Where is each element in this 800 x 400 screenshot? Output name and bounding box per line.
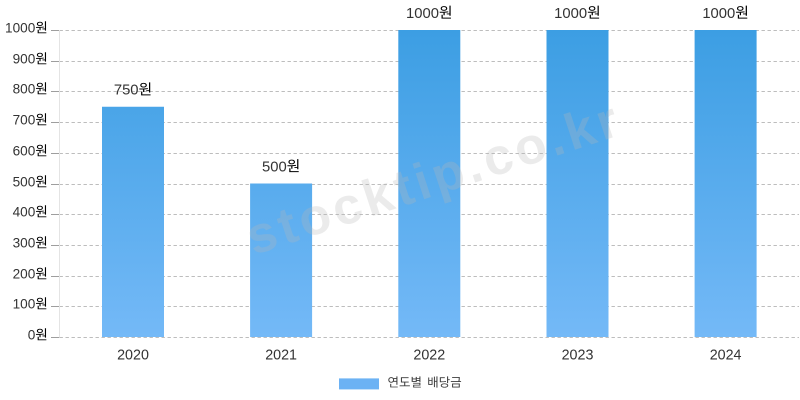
svg-text:1000: 1000 — [5, 21, 36, 36]
svg-text:400: 400 — [13, 205, 36, 220]
svg-text:900: 900 — [13, 52, 36, 67]
svg-text:2023: 2023 — [562, 348, 594, 364]
svg-text:200: 200 — [13, 267, 36, 282]
svg-text:2020: 2020 — [117, 348, 149, 364]
svg-text:1000: 1000 — [406, 6, 439, 22]
svg-text:0: 0 — [28, 328, 36, 343]
svg-text:800: 800 — [13, 82, 36, 97]
svg-text:2022: 2022 — [413, 348, 445, 364]
svg-text:300: 300 — [13, 236, 36, 251]
svg-text:2024: 2024 — [710, 348, 742, 364]
svg-text:500: 500 — [262, 159, 287, 175]
svg-text:100: 100 — [13, 297, 36, 312]
svg-text:1000: 1000 — [702, 6, 735, 22]
svg-text:500: 500 — [13, 175, 36, 190]
svg-text:600: 600 — [13, 144, 36, 159]
svg-text:1000: 1000 — [554, 6, 587, 22]
svg-text:750: 750 — [114, 83, 139, 99]
svg-text:700: 700 — [13, 113, 36, 128]
svg-text:2021: 2021 — [265, 348, 297, 364]
